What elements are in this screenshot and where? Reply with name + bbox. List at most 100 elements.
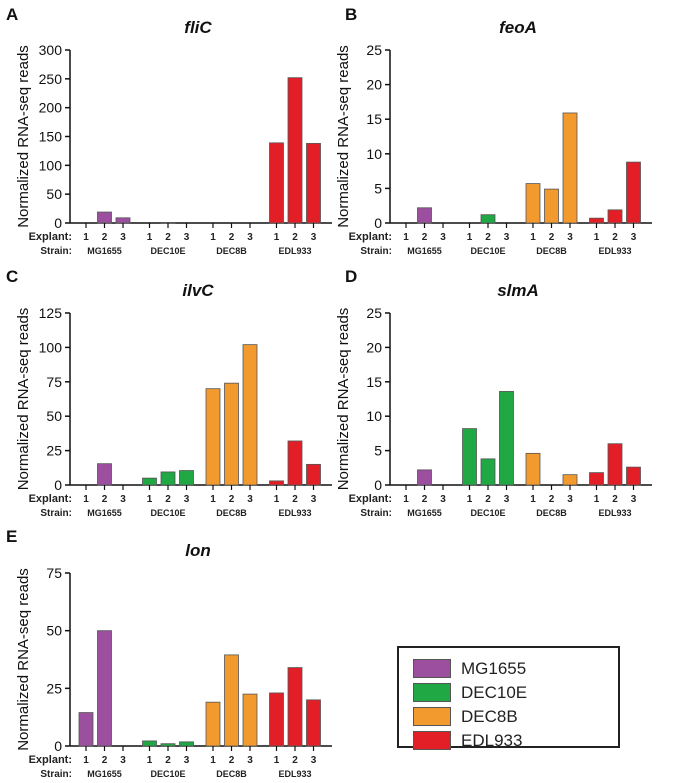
- bar-dec8b-3: [562, 112, 578, 224]
- legend-swatch: [413, 683, 451, 702]
- y-tick-label: 75: [46, 565, 62, 581]
- explant-label: 3: [631, 494, 637, 505]
- explant-label: 3: [440, 494, 446, 505]
- y-tick-label: 150: [39, 129, 63, 145]
- bar-dec8b-1: [205, 701, 221, 747]
- panel-letter: A: [6, 5, 18, 24]
- explant-label: 2: [229, 755, 235, 766]
- y-tick-label: 125: [39, 305, 63, 321]
- explant-label: 1: [403, 494, 409, 505]
- bar-dec8b-3: [562, 474, 578, 486]
- bar-dec10e-2: [160, 471, 176, 486]
- bar-mg1655-2: [417, 207, 432, 224]
- explant-label: 2: [549, 494, 555, 505]
- chart-title: lon: [185, 541, 211, 560]
- explant-label: 2: [229, 494, 235, 505]
- bar-dec8b-1: [525, 452, 541, 486]
- y-tick-label: 5: [374, 443, 382, 459]
- strain-row-label: Strain:: [40, 508, 72, 519]
- y-tick-label: 0: [54, 215, 62, 231]
- strain-label: EDL933: [278, 246, 311, 256]
- bar-edl933-3: [626, 161, 641, 224]
- y-axis-label: Normalized RNA-seq reads: [335, 45, 352, 228]
- strain-label: DEC8B: [216, 769, 247, 779]
- panel-letter: C: [6, 267, 18, 286]
- strain-label: MG1655: [87, 769, 122, 779]
- bar-dec10e-2: [160, 743, 176, 747]
- bar-dec8b-2: [544, 188, 559, 224]
- explant-label: 1: [83, 755, 89, 766]
- explant-label: 3: [120, 232, 126, 243]
- explant-label: 3: [504, 232, 510, 243]
- strain-label: MG1655: [87, 508, 122, 518]
- strain-label: DEC8B: [216, 508, 247, 518]
- y-tick-label: 25: [366, 305, 382, 321]
- explant-label: 3: [247, 494, 253, 505]
- y-tick-label: 200: [39, 100, 63, 116]
- explant-label: 2: [292, 494, 298, 505]
- bar-dec8b-2: [224, 654, 239, 747]
- explant-label: 1: [83, 232, 89, 243]
- strain-label: DEC10E: [470, 246, 505, 256]
- bar-edl933-3: [626, 466, 641, 486]
- explant-label: 3: [247, 232, 253, 243]
- y-tick-label: 15: [366, 111, 382, 127]
- bar-dec8b-3: [242, 693, 258, 747]
- explant-label: 2: [485, 494, 491, 505]
- bar-edl933-3: [306, 463, 321, 486]
- explant-label: 3: [567, 494, 573, 505]
- explant-label: 1: [274, 494, 280, 505]
- explant-label: 2: [165, 755, 171, 766]
- legend-label: EDL933: [461, 730, 523, 750]
- y-axis-label: Normalized RNA-seq reads: [335, 308, 352, 491]
- strain-label: DEC10E: [470, 508, 505, 518]
- strain-row-label: Strain:: [40, 246, 72, 257]
- explant-label: 3: [311, 232, 317, 243]
- bar-mg1655-2: [97, 463, 112, 486]
- y-tick-label: 250: [39, 71, 63, 87]
- explant-label: 2: [102, 755, 108, 766]
- explant-label: 1: [147, 755, 153, 766]
- y-tick-label: 25: [46, 680, 62, 696]
- explant-label: 1: [210, 232, 216, 243]
- bar-edl933-3: [306, 143, 321, 224]
- strain-row-label: Strain:: [360, 508, 392, 519]
- explant-label: 1: [530, 494, 536, 505]
- explant-label: 2: [165, 494, 171, 505]
- strain-label: EDL933: [278, 508, 311, 518]
- explant-label: 1: [274, 232, 280, 243]
- explant-label: 1: [210, 755, 216, 766]
- bar-dec10e-3: [499, 391, 514, 486]
- bar-edl933-2: [607, 209, 623, 224]
- y-tick-label: 0: [374, 477, 382, 493]
- explant-label: 3: [567, 232, 573, 243]
- explant-label: 1: [467, 494, 473, 505]
- y-tick-label: 0: [54, 738, 62, 754]
- y-tick-label: 50: [46, 186, 62, 202]
- bar-edl933-1: [589, 472, 604, 486]
- explant-label: 3: [247, 755, 253, 766]
- y-tick-label: 100: [39, 339, 63, 355]
- explant-row-label: Explant:: [29, 231, 72, 243]
- explant-label: 3: [184, 232, 190, 243]
- legend-swatch: [413, 731, 451, 750]
- chart-title: fliC: [184, 18, 212, 37]
- panel-letter: B: [345, 5, 357, 24]
- y-tick-label: 25: [46, 443, 62, 459]
- explant-row-label: Explant:: [349, 231, 392, 243]
- bar-dec8b-3: [242, 344, 258, 486]
- y-tick-label: 0: [374, 215, 382, 231]
- strain-label: EDL933: [598, 246, 631, 256]
- bar-dec10e-1: [142, 740, 157, 747]
- explant-label: 3: [631, 232, 637, 243]
- explant-label: 2: [549, 232, 555, 243]
- bar-dec10e-3: [179, 470, 194, 486]
- explant-label: 2: [485, 232, 491, 243]
- strain-label: MG1655: [407, 246, 442, 256]
- strain-label: EDL933: [598, 508, 631, 518]
- bar-edl933-1: [269, 692, 284, 747]
- explant-label: 3: [311, 494, 317, 505]
- strain-label: DEC10E: [150, 769, 185, 779]
- explant-label: 3: [184, 494, 190, 505]
